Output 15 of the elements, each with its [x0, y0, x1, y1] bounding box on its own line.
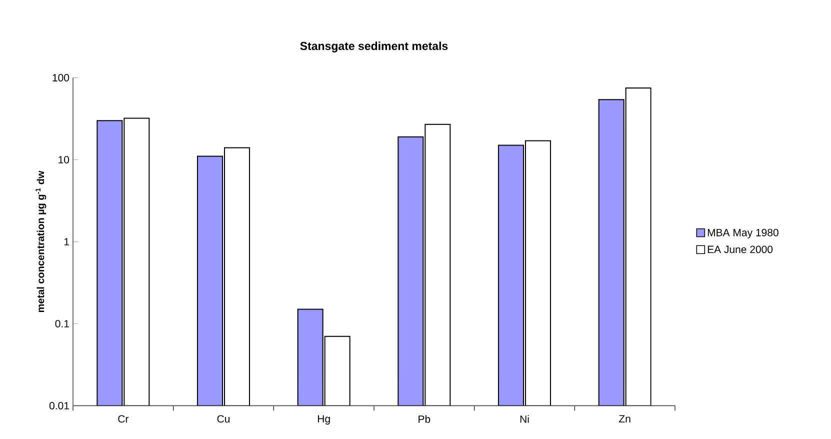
x-tick-label: Ni: [520, 415, 529, 423]
x-tick-label: Hg: [318, 415, 330, 425]
y-tick-label: 0.1: [55, 320, 69, 328]
y-tick-label: 0.01: [49, 402, 69, 410]
legend-label: EA June 2000: [708, 246, 773, 254]
y-axis-title: metal concentration µg g$^{-1}$ dw: [36, 170, 46, 312]
y-tick-label: 100: [52, 74, 70, 82]
y-tick-label: 10: [58, 156, 70, 164]
legend-label: MBA May 1980: [708, 228, 778, 238]
x-tick-label: Zn: [619, 415, 630, 422]
x-tick-label: Pb: [418, 415, 430, 423]
x-tick-label: Cr: [118, 415, 129, 423]
y-tick-label: 1: [64, 238, 69, 246]
x-tick-label: Cu: [217, 415, 230, 423]
chart-title: Stansgate sediment metals: [300, 42, 448, 52]
